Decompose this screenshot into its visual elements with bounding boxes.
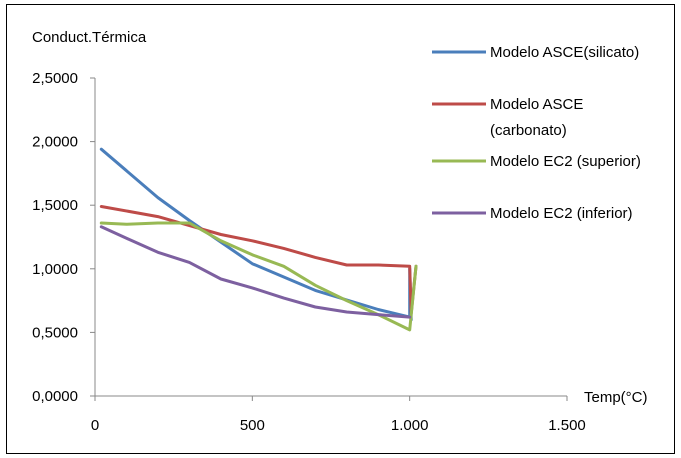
x-tick-label: 500	[240, 417, 265, 434]
plot-area	[99, 147, 418, 332]
x-tick-label: 1.500	[548, 417, 586, 434]
y-tick-label: 0,5000	[32, 324, 78, 341]
legend: Modelo ASCE(silicato) Modelo ASCE (carbona…	[432, 44, 641, 222]
legend-label: Modelo ASCE(silicato)	[490, 44, 639, 61]
series-line	[99, 221, 418, 332]
y-tick-label: 2,5000	[32, 70, 78, 87]
x-tick-label: 1.000	[391, 417, 429, 434]
chart-border	[6, 4, 675, 454]
axes: 0,0000 0,5000 1,0000 1,5000 2,0000 2,5000 0 500…	[32, 70, 586, 434]
legend-label: Modelo EC2 (superior)	[490, 153, 641, 170]
legend-label: Modelo ASCE (carbonato)	[490, 96, 583, 139]
y-tick-label: 1,0000	[32, 261, 78, 278]
x-tick-label: 0	[91, 417, 99, 434]
series-line	[99, 225, 412, 319]
y-tick-label: 0,0000	[32, 388, 78, 405]
y-tick-label: 2,0000	[32, 134, 78, 151]
x-axis-title: Temp(°C)	[584, 389, 648, 406]
legend-label: Modelo EC2 (inferior)	[490, 205, 633, 222]
y-axis-title: Conduct.Térmica	[32, 29, 147, 46]
y-tick-label: 1,5000	[32, 197, 78, 214]
